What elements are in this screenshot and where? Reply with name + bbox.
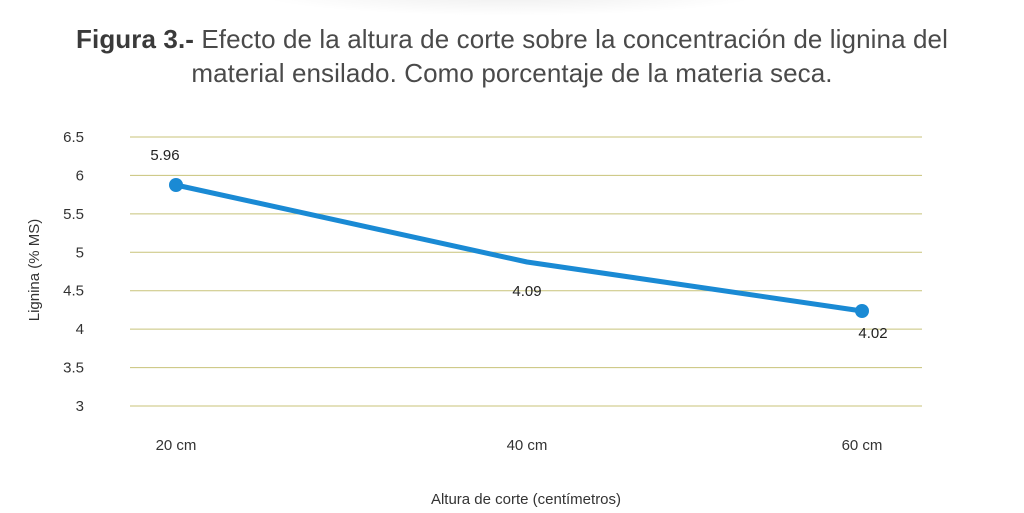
data-label: 4.02: [858, 325, 887, 342]
y-tick-label: 4.5: [63, 283, 84, 300]
x-tick-label: 20 cm: [156, 437, 197, 454]
x-axis-ticks: 20 cm 40 cm 60 cm: [156, 437, 883, 454]
series-group: [169, 178, 869, 318]
x-tick-label: 40 cm: [507, 437, 548, 454]
chart-title: Figura 3.- Efecto de la altura de corte …: [40, 22, 984, 90]
y-axis-ticks: 3 3.5 4 4.5 5 5.5 6 6.5: [63, 129, 84, 415]
data-label: 4.09: [512, 283, 541, 300]
y-tick-label: 5.5: [63, 206, 84, 223]
y-tick-label: 3.5: [63, 360, 84, 377]
y-tick-label: 3: [76, 398, 84, 415]
data-point-marker: [169, 178, 183, 192]
x-tick-label: 60 cm: [842, 437, 883, 454]
data-labels: 5.96 4.09 4.02: [150, 147, 887, 342]
series-line: [173, 182, 865, 314]
data-label: 5.96: [150, 147, 179, 164]
title-text: Efecto de la altura de corte sobre la co…: [191, 24, 948, 88]
y-tick-label: 6: [76, 167, 84, 184]
y-tick-label: 5: [76, 244, 84, 261]
y-tick-label: 4: [76, 321, 84, 338]
grid-lines: [130, 136, 922, 407]
y-tick-label: 6.5: [63, 129, 84, 146]
data-point-marker: [855, 304, 869, 318]
title-lead: Figura 3.-: [76, 24, 195, 54]
y-axis-title: Lignina (% MS): [26, 219, 43, 322]
top-shadow: [250, 0, 770, 16]
x-axis-title: Altura de corte (centímetros): [431, 491, 621, 508]
